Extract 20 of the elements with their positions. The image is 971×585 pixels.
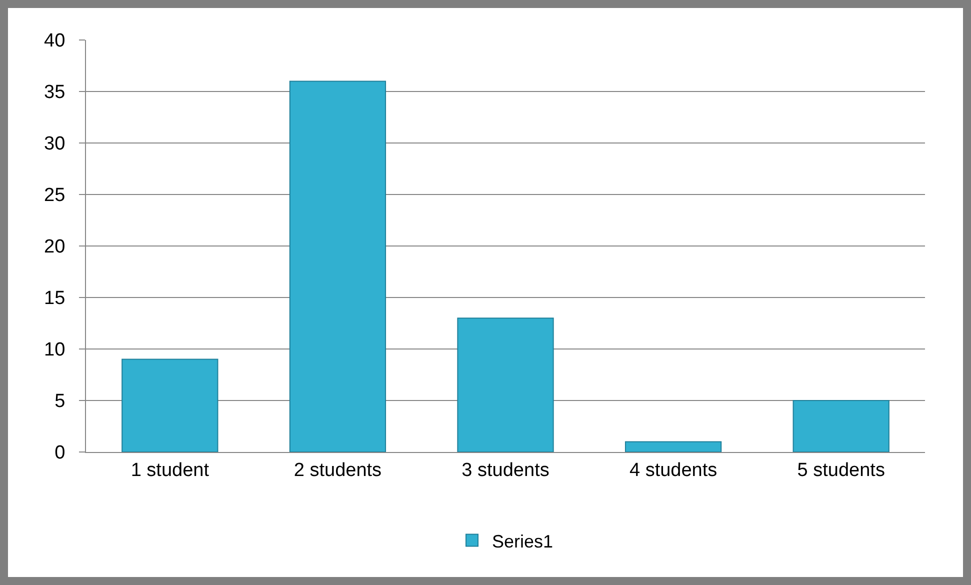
y-tick-label: 25 <box>44 185 66 206</box>
y-tick-label: 40 <box>44 30 66 52</box>
y-tick-label: 5 <box>54 391 66 412</box>
bar <box>122 358 218 452</box>
bar <box>624 441 722 452</box>
bar <box>457 318 554 452</box>
y-tick-label: 0 <box>54 442 66 464</box>
y-tick-label: 10 <box>44 340 66 361</box>
x-tick-label: 2 students <box>294 460 382 481</box>
x-tick-label: 3 students <box>462 460 550 481</box>
bar <box>792 400 890 452</box>
legend-label: Series1 <box>492 531 554 552</box>
y-tick-label: 35 <box>44 82 66 104</box>
y-tick-label: 30 <box>44 134 66 155</box>
x-tick-label: 4 students <box>629 460 718 481</box>
x-tick-label: 5 students <box>797 460 885 481</box>
bar <box>289 80 386 452</box>
y-tick-label: 15 <box>44 288 66 310</box>
x-tick-label: 1 student <box>130 460 210 481</box>
y-tick-label: 20 <box>44 236 66 258</box>
